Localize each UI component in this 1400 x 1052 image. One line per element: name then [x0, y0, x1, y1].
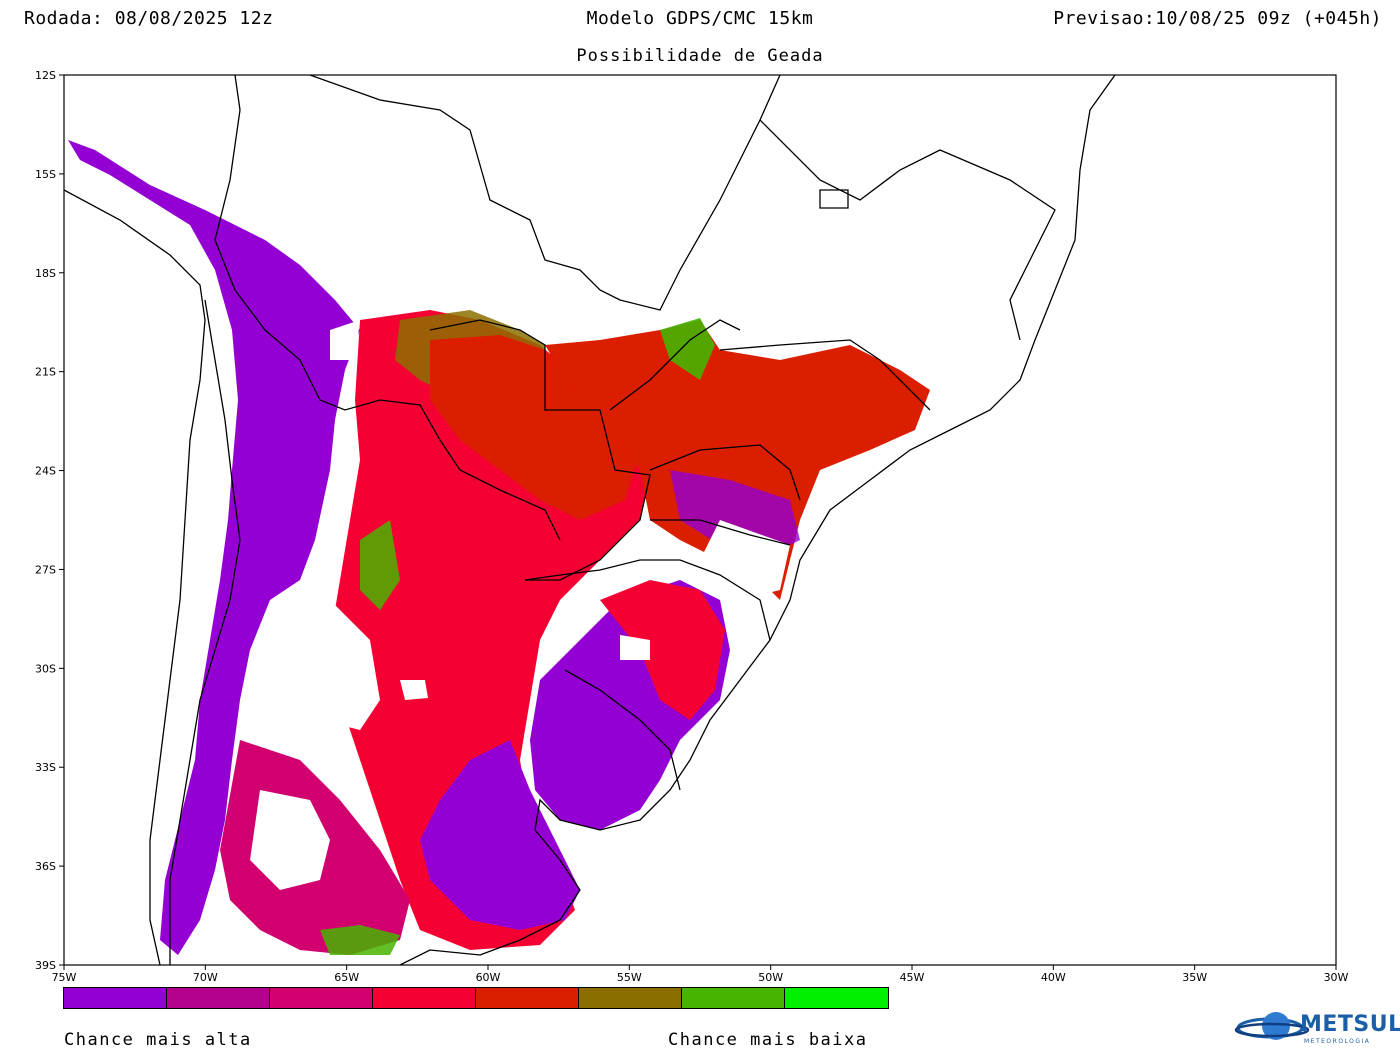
lon-tick-label: 35W: [1182, 971, 1207, 984]
map-frame: [63, 74, 1337, 966]
lon-tick-label: 50W: [758, 971, 783, 984]
coastline-atlantic: [399, 75, 1116, 965]
lon-tick-label: 55W: [617, 971, 642, 984]
lon-tick-label: 65W: [334, 971, 359, 984]
border-paraguay: [429, 319, 651, 581]
lon-axis: 75W 70W 65W 60W 55W 50W 45W 40W 35W 30W: [52, 965, 1349, 984]
globe-icon: [1234, 1012, 1310, 1040]
border-brazil-bolivia: [309, 75, 781, 311]
frost-area-green-west: [360, 520, 400, 610]
border-bolivia: [214, 75, 561, 541]
lat-tick-label: 12S: [35, 69, 56, 82]
lon-tick-label: 30W: [1324, 971, 1349, 984]
color-legend: [63, 987, 889, 1009]
frost-gap: [620, 635, 650, 660]
frost-area-parana-purple: [670, 470, 800, 555]
lat-tick-label: 39S: [35, 959, 56, 972]
frost-area-green-south: [320, 925, 400, 955]
border-argentina-chile: [169, 299, 241, 965]
legend-swatch: [785, 988, 888, 1008]
legend-swatch: [373, 988, 476, 1008]
legend-label-low: Chance mais baixa: [668, 1030, 868, 1050]
lon-tick-label: 75W: [52, 971, 77, 984]
frost-area-southeast: [545, 320, 930, 600]
lat-tick-label: 36S: [35, 860, 56, 873]
lat-axis: 12S 15S 18S 21S 24S 27S 30S 33S 36S 39S: [35, 69, 64, 972]
legend-swatch: [579, 988, 682, 1008]
lon-tick-label: 70W: [193, 971, 218, 984]
frost-area-green-se: [660, 318, 715, 380]
legend-swatch: [270, 988, 373, 1008]
lat-tick-label: 27S: [35, 563, 56, 576]
map-title: Possibilidade de Geada: [576, 46, 824, 66]
legend-label-high: Chance mais alta: [64, 1030, 252, 1050]
lon-tick-label: 45W: [900, 971, 925, 984]
frost-area-darkred-north: [430, 335, 640, 520]
frost-field: [68, 140, 930, 955]
lat-tick-label: 30S: [35, 662, 56, 675]
legend-swatch: [64, 988, 167, 1008]
lat-tick-label: 15S: [35, 168, 56, 181]
border-uruguay: [524, 559, 771, 791]
frost-area-pampas: [420, 740, 580, 930]
logo-subtitle: METEOROLOGIA: [1304, 1038, 1371, 1045]
logo-name: METSUL: [1300, 1012, 1400, 1037]
legend-swatch: [167, 988, 270, 1008]
lat-tick-label: 33S: [35, 761, 56, 774]
frost-gap: [330, 320, 360, 360]
model-label: Modelo GDPS/CMC 15km: [586, 8, 814, 29]
lake-box: [819, 189, 849, 209]
lat-tick-label: 24S: [35, 465, 56, 478]
frost-area-rs-red: [600, 580, 725, 720]
frost-gap: [400, 680, 428, 700]
coastline-pacific: [64, 189, 206, 965]
border-states-south: [649, 444, 801, 546]
frost-gap: [300, 600, 380, 730]
frost-gap: [250, 790, 330, 890]
lon-tick-label: 40W: [1041, 971, 1066, 984]
lat-tick-label: 18S: [35, 267, 56, 280]
run-time-label: Rodada: 08/08/2025 12z: [24, 8, 274, 29]
borders: [64, 75, 1116, 965]
frost-area-andes: [68, 140, 360, 955]
border-ms: [609, 319, 741, 411]
lon-tick-label: 60W: [476, 971, 501, 984]
legend-swatch: [682, 988, 785, 1008]
lat-tick-label: 21S: [35, 366, 56, 379]
forecast-valid-label: Previsao:10/08/25 09z (+045h): [1053, 8, 1382, 29]
legend-swatch: [476, 988, 579, 1008]
